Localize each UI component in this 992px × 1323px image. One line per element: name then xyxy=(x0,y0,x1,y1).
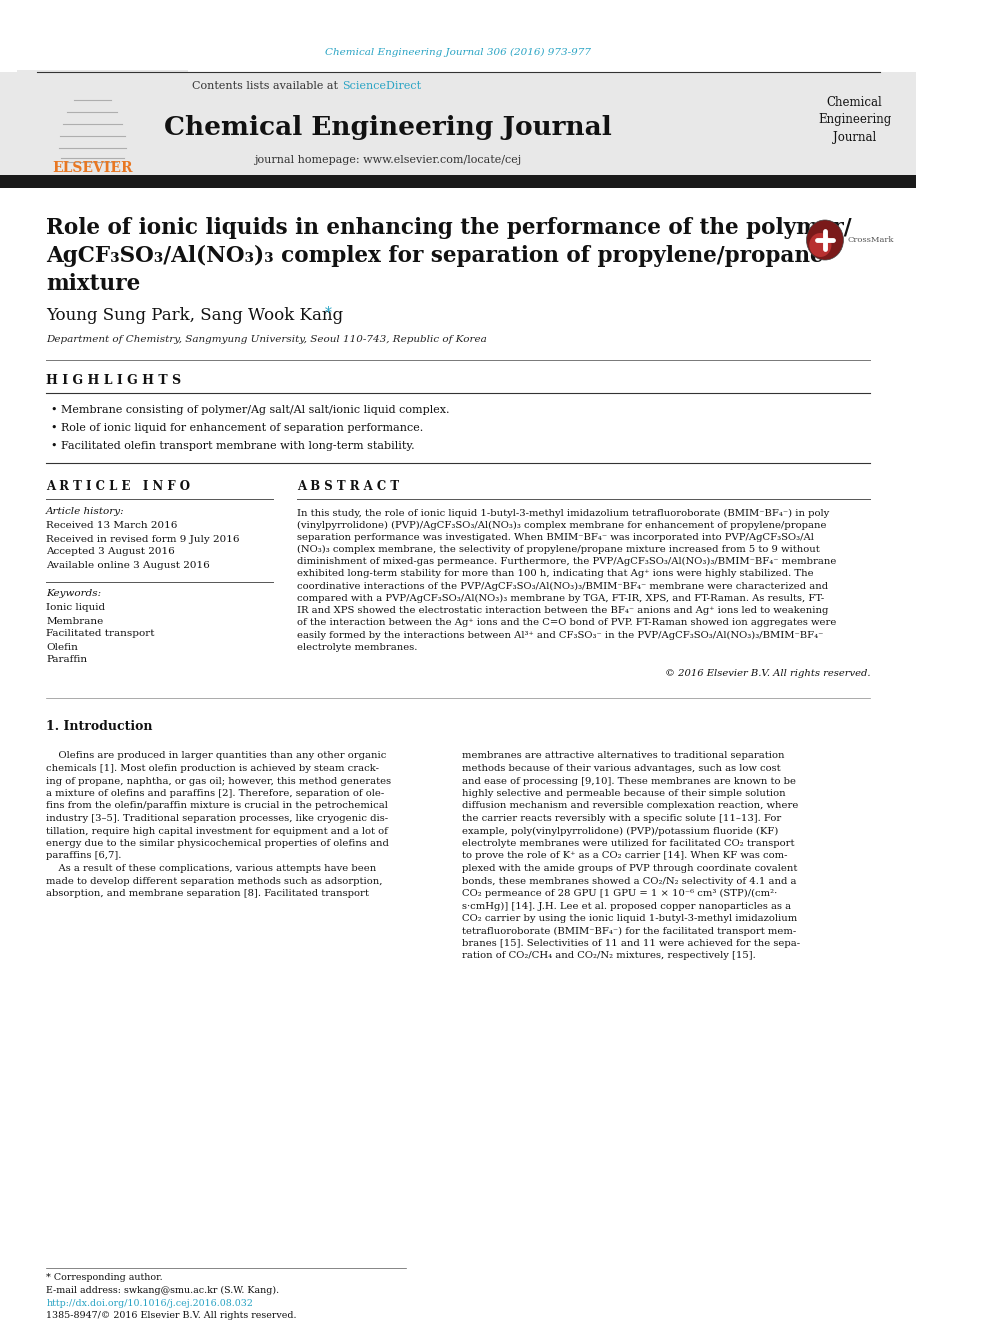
Text: easily formed by the interactions between Al³⁺ and CF₃SO₃⁻ in the PVP/AgCF₃SO₃/A: easily formed by the interactions betwee… xyxy=(298,631,823,639)
Text: compared with a PVP/AgCF₃SO₃/Al(NO₃)₃ membrane by TGA, FT-IR, XPS, and FT-Raman.: compared with a PVP/AgCF₃SO₃/Al(NO₃)₃ me… xyxy=(298,594,824,603)
Text: electrolyte membranes.: electrolyte membranes. xyxy=(298,643,418,652)
Text: ScienceDirect: ScienceDirect xyxy=(342,81,421,91)
Text: Chemical
Engineering
Journal: Chemical Engineering Journal xyxy=(818,95,891,144)
Text: E-mail address: swkang@smu.ac.kr (S.W. Kang).: E-mail address: swkang@smu.ac.kr (S.W. K… xyxy=(47,1286,280,1295)
Text: example, poly(vinylpyrrolidone) (PVP)/potassium fluoride (KF): example, poly(vinylpyrrolidone) (PVP)/po… xyxy=(462,827,779,836)
Text: Article history:: Article history: xyxy=(47,508,125,516)
Text: * Corresponding author.: * Corresponding author. xyxy=(47,1274,163,1282)
Text: • Facilitated olefin transport membrane with long-term stability.: • Facilitated olefin transport membrane … xyxy=(51,441,415,451)
Text: Chemical Engineering Journal 306 (2016) 973-977: Chemical Engineering Journal 306 (2016) … xyxy=(325,48,591,57)
Text: AgCF₃SO₃/Al(NO₃)₃ complex for separation of propylene/propane: AgCF₃SO₃/Al(NO₃)₃ complex for separation… xyxy=(47,245,823,267)
Text: CrossMark: CrossMark xyxy=(847,235,894,243)
Text: ELSEVIER: ELSEVIER xyxy=(53,161,133,175)
Text: fins from the olefin/paraffin mixture is crucial in the petrochemical: fins from the olefin/paraffin mixture is… xyxy=(47,802,388,811)
Text: • Membrane consisting of polymer/Ag salt/Al salt/ionic liquid complex.: • Membrane consisting of polymer/Ag salt… xyxy=(51,405,449,415)
Text: bonds, these membranes showed a CO₂/N₂ selectivity of 4.1 and a: bonds, these membranes showed a CO₂/N₂ s… xyxy=(462,877,797,885)
Text: (vinylpyrrolidone) (PVP)/AgCF₃SO₃/Al(NO₃)₃ complex membrane for enhancement of p: (vinylpyrrolidone) (PVP)/AgCF₃SO₃/Al(NO₃… xyxy=(298,521,827,529)
Text: s·cmHg)] [14]. J.H. Lee et al. proposed copper nanoparticles as a: s·cmHg)] [14]. J.H. Lee et al. proposed … xyxy=(462,901,791,910)
Text: A B S T R A C T: A B S T R A C T xyxy=(298,480,400,493)
Text: In this study, the role of ionic liquid 1-butyl-3-methyl imidazolium tetrafluoro: In this study, the role of ionic liquid … xyxy=(298,508,829,517)
Text: mixture: mixture xyxy=(47,273,141,295)
Text: Keywords:: Keywords: xyxy=(47,590,101,598)
Text: ration of CO₂/CH₄ and CO₂/N₂ mixtures, respectively [15].: ration of CO₂/CH₄ and CO₂/N₂ mixtures, r… xyxy=(462,951,756,960)
Text: electrolyte membranes were utilized for facilitated CO₂ transport: electrolyte membranes were utilized for … xyxy=(462,839,795,848)
Circle shape xyxy=(806,220,843,261)
Text: CO₂ permeance of 28 GPU [1 GPU = 1 × 10⁻⁶ cm³ (STP)/(cm²·: CO₂ permeance of 28 GPU [1 GPU = 1 × 10⁻… xyxy=(462,889,777,898)
Text: coordinative interactions of the PVP/AgCF₃SO₃/Al(NO₃)₃/BMIM⁻BF₄⁻ membrane were c: coordinative interactions of the PVP/AgC… xyxy=(298,582,828,591)
Text: diminishment of mixed-gas permeance. Furthermore, the PVP/AgCF₃SO₃/Al(NO₃)₃/BMIM: diminishment of mixed-gas permeance. Fur… xyxy=(298,557,837,566)
Text: Paraffin: Paraffin xyxy=(47,655,87,664)
Text: A R T I C L E   I N F O: A R T I C L E I N F O xyxy=(47,480,190,493)
Text: Contents lists available at: Contents lists available at xyxy=(192,81,342,91)
Bar xyxy=(0,175,917,188)
Text: made to develop different separation methods such as adsorption,: made to develop different separation met… xyxy=(47,877,383,885)
Circle shape xyxy=(809,233,831,257)
Text: diffusion mechanism and reversible complexation reaction, where: diffusion mechanism and reversible compl… xyxy=(462,802,799,811)
Text: (NO₃)₃ complex membrane, the selectivity of propylene/propane mixture increased : (NO₃)₃ complex membrane, the selectivity… xyxy=(298,545,820,554)
Text: and ease of processing [9,10]. These membranes are known to be: and ease of processing [9,10]. These mem… xyxy=(462,777,796,786)
Text: ing of propane, naphtha, or gas oil; however, this method generates: ing of propane, naphtha, or gas oil; how… xyxy=(47,777,391,786)
Text: Available online 3 August 2016: Available online 3 August 2016 xyxy=(47,561,210,569)
Text: membranes are attractive alternatives to traditional separation: membranes are attractive alternatives to… xyxy=(462,751,785,761)
Text: plexed with the amide groups of PVP through coordinate covalent: plexed with the amide groups of PVP thro… xyxy=(462,864,798,873)
Text: IR and XPS showed the electrostatic interaction between the BF₄⁻ anions and Ag⁺ : IR and XPS showed the electrostatic inte… xyxy=(298,606,829,615)
Text: Ionic liquid: Ionic liquid xyxy=(47,603,105,613)
FancyBboxPatch shape xyxy=(0,71,917,175)
Text: Olefin: Olefin xyxy=(47,643,78,651)
Text: Role of ionic liquids in enhancing the performance of the polymer/: Role of ionic liquids in enhancing the p… xyxy=(47,217,852,239)
Text: tillation, require high capital investment for equipment and a lot of: tillation, require high capital investme… xyxy=(47,827,388,836)
Text: Received 13 March 2016: Received 13 March 2016 xyxy=(47,521,178,531)
Text: Department of Chemistry, Sangmyung University, Seoul 110-743, Republic of Korea: Department of Chemistry, Sangmyung Unive… xyxy=(47,336,487,344)
Text: branes [15]. Selectivities of 11 and 11 were achieved for the sepa-: branes [15]. Selectivities of 11 and 11 … xyxy=(462,939,800,949)
Text: Chemical Engineering Journal: Chemical Engineering Journal xyxy=(164,115,612,140)
Text: methods because of their various advantages, such as low cost: methods because of their various advanta… xyxy=(462,763,781,773)
Text: Accepted 3 August 2016: Accepted 3 August 2016 xyxy=(47,548,175,557)
Text: a mixture of olefins and paraffins [2]. Therefore, separation of ole-: a mixture of olefins and paraffins [2]. … xyxy=(47,789,385,798)
Text: As a result of these complications, various attempts have been: As a result of these complications, vari… xyxy=(47,864,376,873)
Text: highly selective and permeable because of their simple solution: highly selective and permeable because o… xyxy=(462,789,786,798)
Text: © 2016 Elsevier B.V. All rights reserved.: © 2016 Elsevier B.V. All rights reserved… xyxy=(665,668,870,677)
Bar xyxy=(17,70,187,169)
Text: Received in revised form 9 July 2016: Received in revised form 9 July 2016 xyxy=(47,534,240,544)
Text: chemicals [1]. Most olefin production is achieved by steam crack-: chemicals [1]. Most olefin production is… xyxy=(47,763,379,773)
Text: of the interaction between the Ag⁺ ions and the C=O bond of PVP. FT-Raman showed: of the interaction between the Ag⁺ ions … xyxy=(298,618,837,627)
Text: industry [3–5]. Traditional separation processes, like cryogenic dis-: industry [3–5]. Traditional separation p… xyxy=(47,814,388,823)
Text: 1. Introduction: 1. Introduction xyxy=(47,720,153,733)
Text: journal homepage: www.elsevier.com/locate/cej: journal homepage: www.elsevier.com/locat… xyxy=(254,155,522,165)
Text: paraffins [6,7].: paraffins [6,7]. xyxy=(47,852,122,860)
Text: the carrier reacts reversibly with a specific solute [11–13]. For: the carrier reacts reversibly with a spe… xyxy=(462,814,781,823)
Text: exhibited long-term stability for more than 100 h, indicating that Ag⁺ ions were: exhibited long-term stability for more t… xyxy=(298,569,814,578)
Text: Olefins are produced in larger quantities than any other organic: Olefins are produced in larger quantitie… xyxy=(47,751,387,761)
Text: Membrane: Membrane xyxy=(47,617,103,626)
Text: 1385-8947/© 2016 Elsevier B.V. All rights reserved.: 1385-8947/© 2016 Elsevier B.V. All right… xyxy=(47,1311,297,1320)
Text: separation performance was investigated. When BMIM⁻BF₄⁻ was incorporated into PV: separation performance was investigated.… xyxy=(298,533,814,542)
Text: absorption, and membrane separation [8]. Facilitated transport: absorption, and membrane separation [8].… xyxy=(47,889,369,898)
Text: to prove the role of K⁺ as a CO₂ carrier [14]. When KF was com-: to prove the role of K⁺ as a CO₂ carrier… xyxy=(462,852,788,860)
Text: tetrafluoroborate (BMIM⁻BF₄⁻) for the facilitated transport mem-: tetrafluoroborate (BMIM⁻BF₄⁻) for the fa… xyxy=(462,926,797,935)
Text: CO₂ carrier by using the ionic liquid 1-butyl-3-methyl imidazolium: CO₂ carrier by using the ionic liquid 1-… xyxy=(462,914,798,923)
Text: http://dx.doi.org/10.1016/j.cej.2016.08.032: http://dx.doi.org/10.1016/j.cej.2016.08.… xyxy=(47,1299,253,1308)
Text: energy due to the similar physicochemical properties of olefins and: energy due to the similar physicochemica… xyxy=(47,839,389,848)
Text: Facilitated transport: Facilitated transport xyxy=(47,630,155,639)
Text: H I G H L I G H T S: H I G H L I G H T S xyxy=(47,373,182,386)
Text: *: * xyxy=(325,306,332,320)
Text: • Role of ionic liquid for enhancement of separation performance.: • Role of ionic liquid for enhancement o… xyxy=(51,423,423,433)
Text: Young Sung Park, Sang Wook Kang: Young Sung Park, Sang Wook Kang xyxy=(47,307,343,324)
